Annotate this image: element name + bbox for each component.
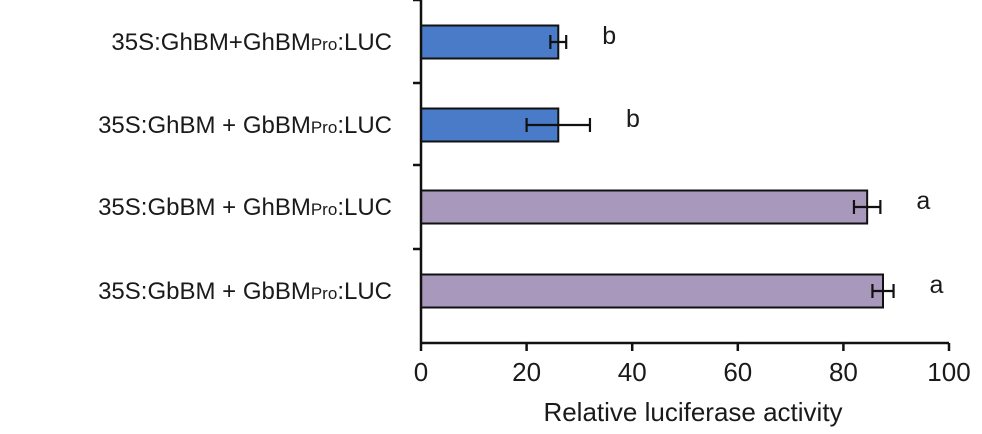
x-tick-label-3: 40 <box>618 357 647 387</box>
x-tick-label-4: 60 <box>723 357 752 387</box>
category-label-subscript: Pro <box>311 284 337 303</box>
category-label-suffix: :LUC <box>337 29 392 56</box>
category-label-suffix: :LUC <box>337 194 392 221</box>
significance-label-4: a <box>930 271 944 299</box>
category-label-main: 35S:GbBM + GbBM <box>98 278 311 305</box>
y-ticks-group <box>413 0 421 251</box>
significance-labels-group: b b a a <box>602 22 943 299</box>
category-label-subscript: Pro <box>311 200 337 219</box>
category-label-3: 35S:GbBM + GhBMPro:LUC <box>98 194 392 221</box>
x-tick-label-2: 20 <box>512 357 541 387</box>
significance-label-3: a <box>916 187 930 215</box>
category-label-suffix: :LUC <box>337 112 392 139</box>
category-label-2: 35S:GhBM + GbBMPro:LUC <box>98 112 392 139</box>
category-label-main: 35S:GhBM + GbBM <box>98 112 311 139</box>
x-tick-label-6: 100 <box>927 357 970 387</box>
x-ticks-group: 0 20 40 60 80 100 <box>414 343 971 387</box>
category-label-subscript: Pro <box>311 118 337 137</box>
bars-group <box>420 24 884 309</box>
x-tick-label-5: 80 <box>829 357 858 387</box>
significance-label-1: b <box>602 22 616 50</box>
category-label-main: 35S:GhBM+GhBM <box>111 29 310 56</box>
category-label-1: 35S:GhBM+GhBMPro:LUC <box>111 29 392 56</box>
category-label-4: 35S:GbBM + GbBMPro:LUC <box>98 278 392 305</box>
bar-3 <box>420 189 869 225</box>
bar-4 <box>420 273 884 309</box>
significance-label-2: b <box>626 105 640 133</box>
category-label-main: 35S:GbBM + GhBM <box>98 194 311 221</box>
category-label-subscript: Pro <box>311 35 337 54</box>
x-tick-label-1: 0 <box>414 357 428 387</box>
category-label-suffix: :LUC <box>337 278 392 305</box>
bar-1 <box>420 24 560 60</box>
error-bars-group <box>525 35 895 298</box>
x-axis-label: Relative luciferase activity <box>543 397 842 427</box>
